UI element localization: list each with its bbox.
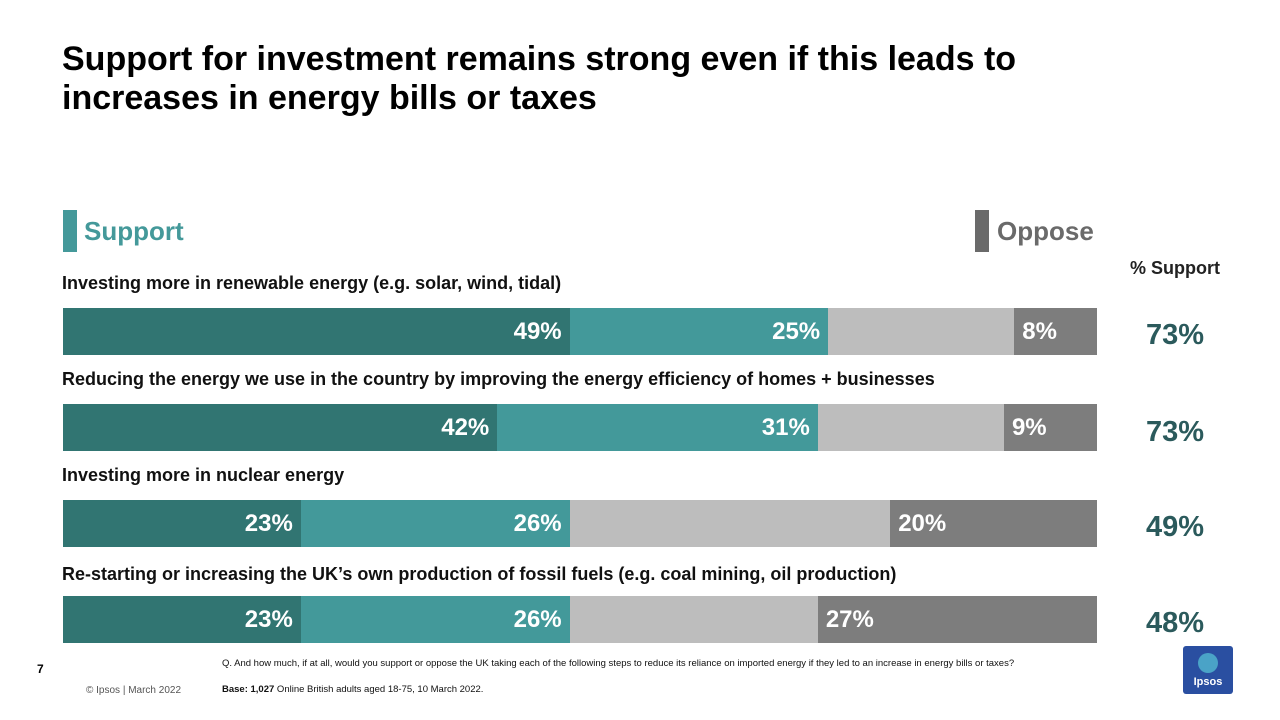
support-legend-swatch <box>63 210 77 252</box>
data-label: 9% <box>1011 414 1047 441</box>
bar-segment: 20% <box>890 500 1097 547</box>
ipsos-logo: Ipsos <box>1183 646 1233 694</box>
bar-segment: 31% <box>497 404 818 451</box>
base-note: Base: 1,027 Online British adults aged 1… <box>222 684 483 696</box>
bar-segment: 8% <box>1014 308 1097 355</box>
row-label: Investing more in renewable energy (e.g.… <box>62 273 562 293</box>
support-column-header: % Support <box>1130 258 1220 278</box>
data-label: 27% <box>825 606 874 633</box>
data-label: 26% <box>513 510 562 537</box>
logo-text: Ipsos <box>1193 676 1223 688</box>
page-number: 7 <box>37 662 44 676</box>
bar-segment: 23% <box>63 500 301 547</box>
bar-segment <box>817 404 1004 451</box>
data-label: 25% <box>772 318 821 345</box>
row-label: Re-starting or increasing the UK’s own p… <box>62 564 897 584</box>
data-label: 20% <box>898 510 947 537</box>
support-total: 73% <box>1145 416 1205 448</box>
oppose-legend-swatch <box>975 210 989 252</box>
question-note: Q. And how much, if at all, would you su… <box>222 658 1015 669</box>
oppose-legend-label: Oppose <box>997 216 1094 246</box>
support-total: 48% <box>1145 607 1205 639</box>
support-total: 73% <box>1145 319 1205 351</box>
data-label: 23% <box>244 510 293 537</box>
bar-segment: 23% <box>63 596 301 643</box>
base-note-text: Online British adults aged 18-75, 10 Mar… <box>274 684 484 695</box>
bar-segment: 9% <box>1003 404 1097 451</box>
data-label: 23% <box>244 606 293 633</box>
row-label: Reducing the energy we use in the countr… <box>62 369 935 389</box>
data-label: 8% <box>1022 318 1057 345</box>
data-label: 31% <box>761 414 810 441</box>
row-label: Investing more in nuclear energy <box>62 465 345 485</box>
data-label: 42% <box>441 414 490 441</box>
logo-mark-icon <box>1198 653 1218 673</box>
copyright-text: © Ipsos | March 2022 <box>86 685 182 696</box>
bar-segment: 49% <box>63 308 570 355</box>
bar-segment: 27% <box>817 596 1097 643</box>
base-note-bold: Base: 1,027 <box>222 684 275 695</box>
bar-segment: 26% <box>300 500 570 547</box>
bar-segment <box>828 308 1015 355</box>
bar-segment: 25% <box>569 308 829 355</box>
support-total: 49% <box>1145 511 1205 543</box>
bar-segment: 26% <box>300 596 570 643</box>
bar-segment <box>569 500 891 547</box>
bar-segment: 42% <box>63 404 498 451</box>
page-title: Support for investment remains strong ev… <box>62 40 1017 117</box>
bar-segment <box>569 596 818 643</box>
data-label: 26% <box>513 606 562 633</box>
data-label: 49% <box>513 318 562 345</box>
support-legend-label: Support <box>84 216 184 246</box>
